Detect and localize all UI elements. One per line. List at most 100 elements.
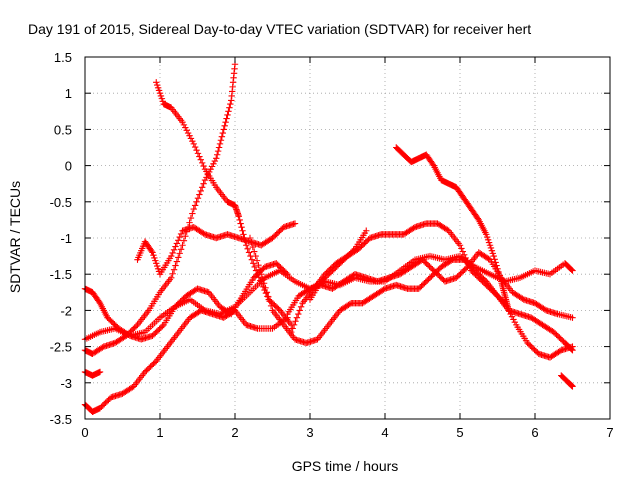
data-point-marker <box>270 233 278 240</box>
data-point-marker <box>96 404 104 412</box>
data-point-marker <box>129 384 136 391</box>
data-point-marker <box>511 318 519 326</box>
data-point-marker <box>222 118 229 126</box>
data-point-marker <box>189 210 196 217</box>
data-point-marker <box>496 294 503 301</box>
data-point-marker <box>155 87 163 94</box>
data-point-marker <box>477 276 485 284</box>
data-point-marker <box>151 359 159 366</box>
x-tick-label: 1 <box>156 425 163 440</box>
data-point-marker <box>98 403 105 410</box>
data-point-marker <box>256 266 264 273</box>
data-point-marker <box>262 290 270 297</box>
data-point-marker <box>447 257 455 264</box>
data-point-marker <box>528 343 535 351</box>
series-track-h <box>246 234 576 354</box>
data-point-marker <box>262 284 269 291</box>
data-point-marker <box>362 238 369 246</box>
data-point-marker <box>458 245 465 252</box>
data-point-marker <box>105 396 112 404</box>
data-point-marker <box>244 245 251 253</box>
data-point-marker <box>225 108 232 115</box>
data-point-marker <box>348 248 356 255</box>
data-point-marker <box>153 81 161 89</box>
data-point-marker <box>363 227 370 234</box>
data-point-marker <box>154 84 162 91</box>
x-tick-label: 4 <box>381 425 388 440</box>
data-point-marker <box>551 330 559 337</box>
data-point-marker <box>241 234 248 242</box>
series-track-c <box>81 368 104 379</box>
data-layer <box>81 61 576 415</box>
data-point-marker <box>425 275 432 283</box>
data-point-marker <box>531 346 538 353</box>
data-point-marker <box>99 402 107 409</box>
y-tick-label: -2 <box>60 303 72 318</box>
data-point-marker <box>473 272 481 280</box>
data-point-marker <box>150 360 157 367</box>
data-point-marker <box>420 257 428 265</box>
data-point-marker <box>172 262 179 269</box>
data-point-marker <box>426 274 434 282</box>
data-point-marker <box>488 247 496 254</box>
data-point-marker <box>242 238 249 245</box>
data-point-marker <box>201 176 209 184</box>
data-point-marker <box>189 137 196 145</box>
data-point-marker <box>497 275 504 282</box>
data-point-marker <box>273 260 280 267</box>
data-point-marker <box>196 153 203 160</box>
data-point-marker <box>248 239 255 246</box>
data-point-marker <box>334 261 342 269</box>
data-point-marker <box>186 219 193 226</box>
data-point-marker <box>429 266 436 273</box>
data-point-marker <box>289 325 296 332</box>
data-point-marker <box>108 318 115 325</box>
data-point-marker <box>194 150 202 157</box>
y-tick-label: 1.5 <box>54 50 72 65</box>
data-point-marker <box>487 286 495 293</box>
data-point-marker <box>169 270 176 277</box>
data-point-marker <box>424 261 432 269</box>
data-point-marker <box>483 233 491 241</box>
data-point-marker <box>568 266 575 273</box>
data-point-marker <box>274 229 282 236</box>
data-point-marker <box>239 227 246 234</box>
data-point-marker <box>208 163 216 170</box>
x-tick-label: 5 <box>456 425 463 440</box>
data-point-marker <box>169 249 176 257</box>
data-point-marker <box>200 162 207 170</box>
data-point-marker <box>423 260 430 267</box>
data-point-marker <box>182 232 189 240</box>
data-point-marker <box>419 281 427 288</box>
data-point-marker <box>176 233 183 241</box>
data-point-marker <box>153 328 160 335</box>
data-point-marker <box>99 344 106 351</box>
y-tick-label: -3 <box>60 376 72 391</box>
series-track-a <box>81 307 291 415</box>
data-point-marker <box>469 268 476 276</box>
data-point-marker <box>151 254 158 262</box>
data-point-marker <box>245 249 253 256</box>
data-point-marker <box>363 237 371 244</box>
data-point-marker <box>556 334 563 341</box>
data-point-marker <box>173 258 181 265</box>
data-point-marker <box>484 236 492 244</box>
data-point-marker <box>483 231 490 238</box>
data-point-marker <box>434 271 442 278</box>
data-point-marker <box>180 295 187 302</box>
data-point-marker <box>175 254 182 261</box>
data-point-marker <box>237 220 244 227</box>
data-point-marker <box>505 307 512 314</box>
data-point-marker <box>149 332 156 339</box>
data-point-marker <box>248 256 256 263</box>
data-point-marker <box>489 250 497 257</box>
data-point-marker <box>214 147 222 155</box>
data-point-marker <box>193 198 200 205</box>
y-tick-label: -1.5 <box>50 267 72 282</box>
data-point-marker <box>213 155 220 162</box>
data-point-marker <box>219 129 227 137</box>
data-point-marker <box>541 306 549 313</box>
data-point-marker <box>102 399 109 406</box>
data-point-marker <box>190 205 197 213</box>
data-point-marker <box>275 305 282 313</box>
